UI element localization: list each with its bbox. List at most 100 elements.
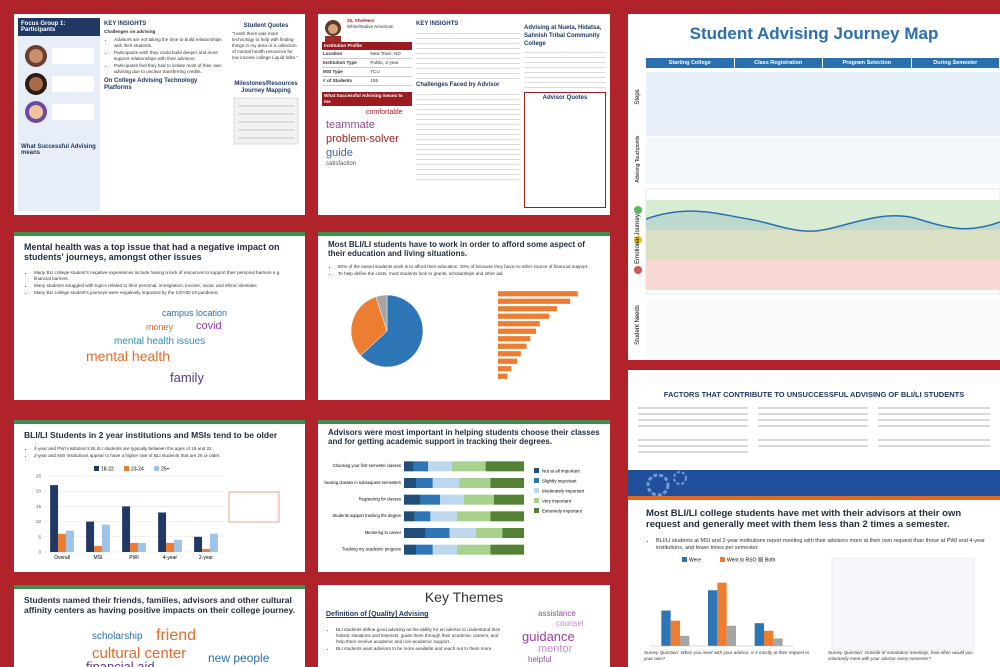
gears xyxy=(628,471,1000,500)
word: campus location xyxy=(162,308,228,318)
bar xyxy=(101,524,110,552)
legend-swatch xyxy=(534,478,539,483)
y-tick-label: 25 xyxy=(36,474,42,479)
bar-segment xyxy=(476,528,503,538)
table-cell: Institution Type xyxy=(322,58,370,68)
bar-segment xyxy=(420,494,440,505)
bar-segment xyxy=(416,478,433,488)
bar xyxy=(754,623,764,646)
table-row: Location New Town, ND xyxy=(322,49,412,59)
bar-segment xyxy=(449,528,476,538)
legend-label: 23-24 xyxy=(131,467,144,473)
legend-swatch xyxy=(534,508,539,513)
table-row: Institution Type Public, 2-year xyxy=(322,58,412,68)
bar xyxy=(773,638,783,646)
y-tick-label: 10 xyxy=(36,519,42,524)
bar xyxy=(209,533,218,552)
bullet: 80% of the eased students work is to aff… xyxy=(338,264,608,270)
participant-panel: Focus Group 1: Participants What Success… xyxy=(18,18,100,211)
bar xyxy=(670,620,680,646)
college-heading: Advising at Nueta, Hidatsa, Sahnish Trib… xyxy=(524,25,602,47)
bar-segment xyxy=(494,494,524,505)
bar xyxy=(498,366,512,372)
insight-list: Advisors are not taking the time to buil… xyxy=(114,37,226,75)
challenges-heading: Challenges on advising xyxy=(104,28,156,34)
advisors-slide: Advisors were most important in helping … xyxy=(318,420,610,572)
bullets: BLI/LI students at MSI and 2-year instit… xyxy=(656,538,996,553)
profile-name: 25, She/Hers xyxy=(347,18,375,23)
bar-segment xyxy=(425,528,450,538)
y-tick-label: Tracking my academic progress xyxy=(342,547,401,552)
y-tick-label: Mentoring to career xyxy=(365,530,402,535)
row-label: Emotional Journey xyxy=(635,214,641,264)
bar xyxy=(708,590,718,646)
bullet: Many BLI college student's negative expe… xyxy=(34,270,294,282)
legend-swatch xyxy=(534,468,539,473)
focus-group-slide: Focus Group 1: Participants What Success… xyxy=(14,14,305,215)
meet-chart: Were Went to RSO Both xyxy=(650,557,794,647)
question: Survey Question: Outside of mandatory me… xyxy=(828,650,973,661)
profile-subtitle: White/Native American xyxy=(347,23,394,29)
work-slide: Most BLI/LI students have to work in ord… xyxy=(318,232,610,400)
legend-swatch xyxy=(154,466,159,471)
word-cloud: scholarship friend cultural center finan… xyxy=(14,621,305,667)
word: counsel xyxy=(556,619,584,628)
insights: KEY INSIGHTS Challenges on advising Advi… xyxy=(104,18,226,93)
bar-segment xyxy=(452,461,486,472)
bullets: 80% of the eased students work is to aff… xyxy=(338,264,608,278)
table-cell: New Town, ND xyxy=(369,49,412,59)
bar-segment xyxy=(490,544,524,555)
bullet: Advisors are not taking the time to buil… xyxy=(114,37,226,49)
avatars xyxy=(25,45,94,123)
word: covid xyxy=(196,320,222,332)
bar xyxy=(498,313,550,319)
bar-segment xyxy=(432,544,457,555)
bar xyxy=(58,533,66,552)
accent xyxy=(318,232,610,236)
bullet: BLI/LI students at MSI and 2-year instit… xyxy=(656,538,996,552)
y-tick-label: 0 xyxy=(38,550,41,555)
question: Survey Question: When you meet with your… xyxy=(644,650,810,661)
legend-label: Were xyxy=(689,558,701,564)
word: comfortable xyxy=(366,108,403,116)
success-heading: What Successful Advising means xyxy=(21,144,96,156)
text-lines xyxy=(524,48,606,89)
mapping-heading: Milestones/Resources Journey Mapping xyxy=(234,80,298,95)
success-heading: What Successful Advising means to me xyxy=(322,91,412,106)
bar-segment xyxy=(490,478,524,488)
x-tick-label: PWI xyxy=(129,555,138,561)
y-tick-label: Choosing your first semester classes xyxy=(333,463,401,468)
bar-segment xyxy=(490,511,524,522)
quotes-heading: Student Quotes xyxy=(243,23,289,29)
advisor-heading: Advisor Quotes xyxy=(542,95,588,102)
bar xyxy=(498,306,557,312)
x-tick-label: 2-year xyxy=(199,555,214,561)
bar xyxy=(94,545,102,552)
pie-slice xyxy=(350,296,388,356)
table-cell: # of Students xyxy=(322,76,370,86)
word: guide xyxy=(326,146,353,159)
bar xyxy=(130,542,138,552)
legend-swatch xyxy=(758,557,763,562)
profile-insights: KEY INSIGHTS Challenges Faced by Advisor xyxy=(416,18,520,180)
text-columns xyxy=(638,407,990,453)
tech-heading: On College Advising Technology Platforms xyxy=(104,77,198,92)
legend-swatch xyxy=(534,488,539,493)
factors-slide: FACTORS THAT CONTRIBUTE TO UNSUCCESSFUL … xyxy=(628,370,1000,470)
bar xyxy=(50,485,59,552)
gear-band xyxy=(628,470,1000,500)
word: friend xyxy=(156,627,197,644)
word: assistance xyxy=(538,609,576,618)
profile-slide: 25, She/Hers White/Native American Insti… xyxy=(318,14,610,215)
bar-segment xyxy=(440,494,464,505)
bar-segment xyxy=(404,478,416,488)
word-cloud: comfortable teammate problem-solver guid… xyxy=(322,106,412,176)
table-cell: MSI Type xyxy=(322,67,370,77)
stage-header: Starting College xyxy=(646,58,734,68)
institution-table: Location New Town, ND Institution Type Publ… xyxy=(322,49,412,86)
insights-heading: KEY INSIGHTS xyxy=(416,21,459,27)
bullets: BLI students define good advising as the… xyxy=(336,627,506,653)
bar-segment xyxy=(404,511,415,522)
word: mental health issues xyxy=(114,336,206,347)
legend-label: Not at all important xyxy=(542,469,581,474)
